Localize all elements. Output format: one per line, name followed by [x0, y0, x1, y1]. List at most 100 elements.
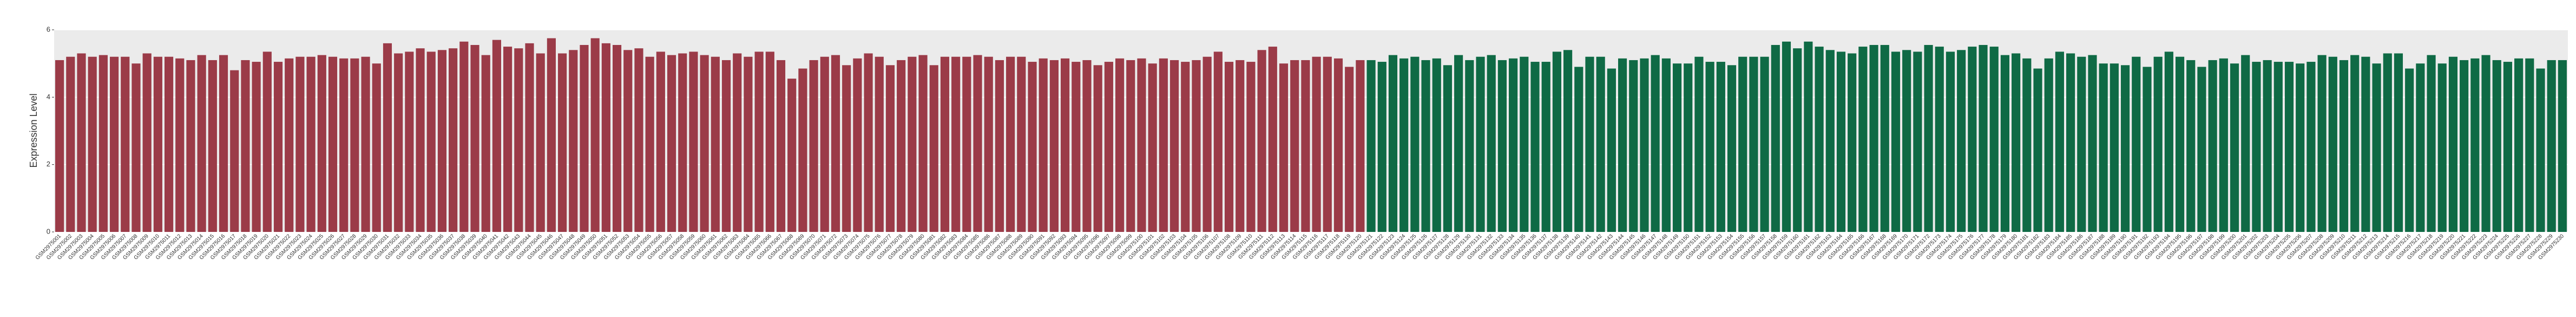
bar [1093, 65, 1102, 232]
bar [2536, 68, 2545, 232]
bar [2208, 60, 2217, 232]
bar [1410, 56, 1420, 232]
bar [1530, 62, 1540, 232]
bar [1672, 63, 1682, 232]
bar [2437, 63, 2447, 232]
bar [2241, 55, 2250, 232]
bar [470, 44, 479, 232]
bar [1924, 44, 1933, 232]
bar [2350, 55, 2360, 232]
bar [1159, 58, 1168, 232]
bar [132, 63, 141, 232]
bar [601, 43, 610, 232]
bar [437, 50, 447, 232]
y-tick-label: 6 [47, 25, 50, 33]
bar [918, 55, 928, 232]
bar [2263, 60, 2272, 232]
bar [1202, 56, 1212, 232]
bar [864, 53, 873, 232]
bar [175, 58, 185, 232]
bar [1946, 51, 1955, 232]
bar [2284, 62, 2294, 232]
bar [1017, 56, 1026, 232]
bar [66, 56, 75, 232]
bar [2273, 62, 2283, 232]
bar [142, 53, 152, 232]
bar [853, 58, 862, 232]
bar [1661, 58, 1671, 232]
bar [1694, 56, 1704, 232]
bar [2372, 63, 2381, 232]
bar [1902, 50, 1911, 232]
bar [1509, 58, 1518, 232]
bar [1738, 56, 1747, 232]
bar [885, 65, 895, 232]
bar [1836, 51, 1846, 232]
bar [809, 60, 818, 232]
bar [2252, 62, 2261, 232]
bar [525, 43, 534, 232]
bar [1629, 60, 1638, 232]
bar [1061, 58, 1070, 232]
bar [1563, 50, 1573, 232]
bar [908, 56, 917, 232]
bar [1880, 44, 1889, 232]
bar [2361, 56, 2370, 232]
bar [1804, 41, 1813, 232]
bar [1793, 48, 1802, 232]
bar [98, 55, 108, 232]
bar [733, 53, 742, 232]
bar [776, 60, 786, 232]
bar [1891, 51, 1901, 232]
bar [2383, 53, 2392, 232]
bar [1082, 60, 1092, 232]
bar [787, 79, 797, 232]
bar [1574, 67, 1583, 232]
bar [744, 56, 753, 232]
bar [558, 53, 567, 232]
bar [1333, 58, 1343, 232]
bar [831, 55, 840, 232]
bar [1651, 55, 1660, 232]
bar [2132, 56, 2141, 232]
bar [317, 55, 326, 232]
y-tick-label: 0 [47, 227, 50, 235]
bar [2153, 56, 2163, 232]
bar [1246, 62, 1256, 232]
bar [1771, 44, 1780, 232]
bar [1192, 60, 1201, 232]
bar [1968, 47, 1977, 232]
bar [1301, 60, 1310, 232]
bar [2143, 67, 2152, 232]
bar [634, 48, 643, 232]
bar [77, 53, 86, 232]
bar [1443, 65, 1453, 232]
bar [2339, 60, 2349, 232]
bar [2416, 63, 2425, 232]
bar [88, 56, 97, 232]
bar [2481, 55, 2490, 232]
bar [1126, 60, 1135, 232]
bar [700, 55, 709, 232]
bar [416, 48, 425, 232]
bar [1935, 47, 1944, 232]
bar [1421, 60, 1430, 232]
bar [219, 55, 228, 232]
bar [2044, 58, 2053, 232]
bar [1137, 58, 1146, 232]
bar [1497, 60, 1507, 232]
bar [1858, 47, 1868, 232]
bar [1957, 50, 1966, 232]
bar [1476, 56, 1485, 232]
bar [1323, 56, 1332, 232]
bar [1913, 51, 1922, 232]
bar [929, 65, 938, 232]
bar [875, 56, 884, 232]
bar [372, 63, 381, 232]
bar [153, 56, 162, 232]
bar [1607, 68, 1616, 232]
bar [2230, 63, 2239, 232]
bar [208, 60, 217, 232]
